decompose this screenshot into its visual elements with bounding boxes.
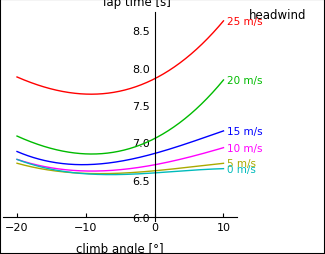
Text: 25 m/s: 25 m/s [227,17,263,27]
Text: 0 m/s: 0 m/s [227,164,256,174]
Text: 5 m/s: 5 m/s [227,159,256,169]
Text: 15 m/s: 15 m/s [227,126,263,136]
Text: headwind: headwind [249,9,306,22]
Y-axis label: lap time [s]: lap time [s] [103,0,171,9]
Text: 10 m/s: 10 m/s [227,143,262,153]
X-axis label: climb angle [°]: climb angle [°] [76,242,164,254]
Text: 20 m/s: 20 m/s [227,76,262,86]
